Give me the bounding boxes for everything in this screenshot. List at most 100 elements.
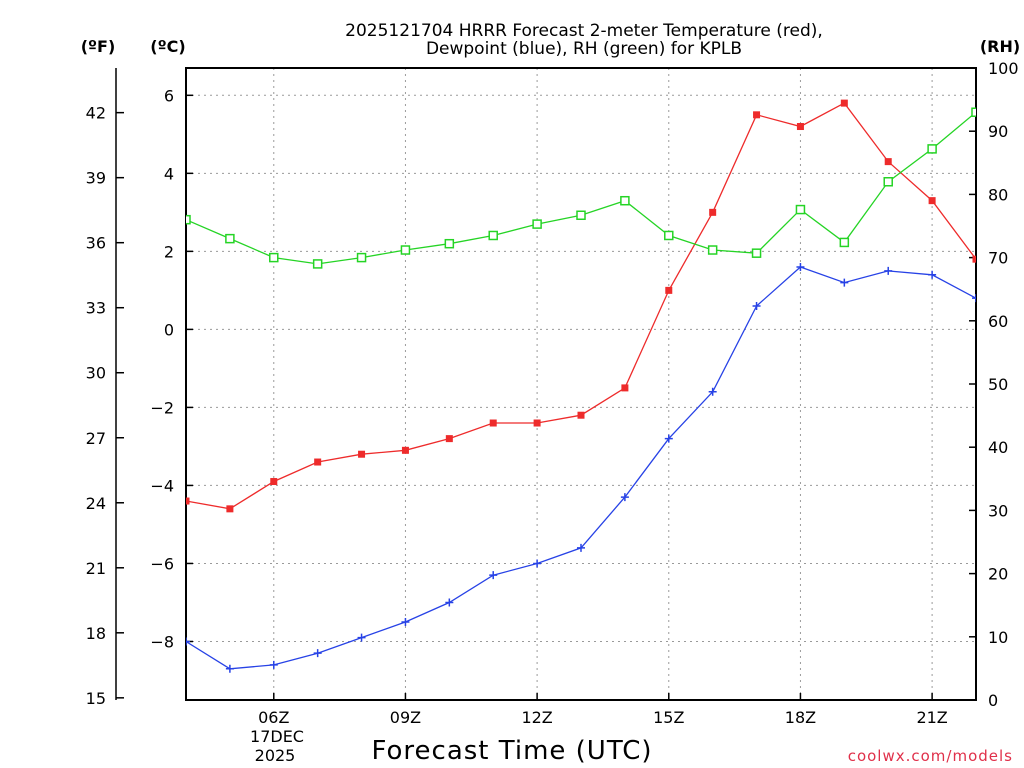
dewpoint-point <box>928 270 937 279</box>
temperature-point <box>621 384 629 392</box>
fahrenheit-tick-label: 36 <box>86 234 106 253</box>
rh-point <box>312 259 323 269</box>
rh-point <box>664 230 674 241</box>
temperature-point <box>489 419 497 427</box>
rh-tick-label: 60 <box>988 312 1008 331</box>
dewpoint-point <box>357 633 366 642</box>
chart-title-line-2: Dewpoint (blue), RH (green) for KPLB <box>426 39 742 59</box>
fahrenheit-tick-label: 18 <box>86 624 106 643</box>
time-axis-ticks: 06Z 09Z 12Z 15Z 18Z 21Z <box>258 693 948 727</box>
dewpoint-point <box>620 493 629 502</box>
chart-title-line-1: 2025121704 HRRR Forecast 2-meter Tempera… <box>345 21 823 41</box>
rh-tick-label: 90 <box>988 122 1008 141</box>
time-tick-label: 18Z <box>785 708 816 727</box>
celsius-tick-label: 4 <box>164 164 174 183</box>
celsius-tick-label: −6 <box>150 554 174 573</box>
time-tick-label: 21Z <box>916 708 947 727</box>
celsius-tick-label: −2 <box>150 398 174 417</box>
time-tick-label: 15Z <box>653 708 684 727</box>
temperature-point <box>186 497 190 505</box>
rh-point <box>839 237 850 248</box>
temperature-point <box>577 411 585 419</box>
rh-line <box>186 111 976 265</box>
fahrenheit-tick-label: 24 <box>86 494 106 513</box>
rh-tick-label: 70 <box>988 249 1008 268</box>
axes <box>115 67 977 701</box>
rh-tick-label: 80 <box>988 185 1008 204</box>
rh-point <box>883 177 893 187</box>
dewpoint-point <box>577 543 585 552</box>
credit-link[interactable]: coolwx.com/models <box>848 747 1013 765</box>
x-axis-title: Forecast Time (UTC) <box>371 736 652 766</box>
temperature-series <box>186 99 976 513</box>
temperature-point <box>884 158 892 166</box>
rh-point <box>225 233 235 244</box>
dewpoint-point <box>225 664 234 673</box>
temperature-point <box>533 419 541 427</box>
rh-point <box>186 214 191 225</box>
fahrenheit-unit-label: (ºF) <box>81 37 116 56</box>
fahrenheit-tick-label: 27 <box>86 429 106 448</box>
temperature-point <box>709 208 717 216</box>
rh-point <box>444 238 455 249</box>
rh-point <box>927 144 937 154</box>
dewpoint-point <box>752 301 761 310</box>
celsius-axis-ticks: 6 4 2 0 −2 −4 −6 −8 <box>150 86 193 651</box>
fahrenheit-tick-label: 21 <box>86 559 106 578</box>
dewpoint-point <box>269 660 278 669</box>
time-tick-label: 09Z <box>390 708 421 727</box>
rh-point <box>620 195 630 206</box>
dewpoint-point <box>313 649 322 658</box>
rh-point <box>576 210 586 221</box>
dewpoint-point <box>972 294 976 303</box>
date-label-year: 2025 <box>255 746 296 765</box>
celsius-tick-label: 6 <box>164 86 174 105</box>
date-label-day: 17DEC <box>250 727 304 746</box>
rh-series <box>186 107 976 269</box>
temperature-point <box>401 446 409 454</box>
rh-tick-label: 100 <box>988 59 1019 78</box>
rh-point <box>532 219 542 229</box>
rh-tick-label: 30 <box>988 501 1008 520</box>
dewpoint-point <box>840 278 849 287</box>
dewpoint-point <box>445 598 454 607</box>
temperature-line <box>186 102 976 510</box>
rh-point <box>751 248 762 258</box>
celsius-tick-label: 2 <box>164 242 174 261</box>
temperature-point <box>358 450 366 458</box>
fahrenheit-tick-label: 30 <box>86 364 106 383</box>
dewpoint-series <box>186 262 976 673</box>
temperature-point <box>796 123 804 131</box>
celsius-tick-label: 0 <box>164 320 174 339</box>
rh-tick-label: 10 <box>988 628 1008 647</box>
temperature-point <box>972 255 976 263</box>
temperature-point <box>270 478 278 486</box>
celsius-tick-label: −8 <box>150 632 174 651</box>
temperature-point <box>226 505 234 513</box>
time-tick-label: 06Z <box>258 708 289 727</box>
dewpoint-point <box>533 559 542 568</box>
rh-point <box>356 252 367 263</box>
time-tick-label: 12Z <box>521 708 552 727</box>
plot-frame <box>185 67 977 701</box>
gridlines <box>186 68 976 700</box>
data-series <box>186 99 976 673</box>
temperature-point <box>928 197 936 205</box>
rh-point <box>400 245 411 255</box>
celsius-tick-label: −4 <box>150 476 174 495</box>
rh-tick-label: 0 <box>988 691 998 710</box>
fahrenheit-tick-label: 33 <box>86 299 106 318</box>
temperature-point <box>314 458 322 466</box>
rh-point <box>269 252 279 263</box>
rh-point <box>971 107 976 117</box>
rh-point <box>488 230 498 241</box>
rh-tick-label: 50 <box>988 375 1008 394</box>
temperature-point <box>665 286 673 294</box>
dewpoint-point <box>884 266 893 275</box>
rh-tick-label: 20 <box>988 565 1008 584</box>
fahrenheit-tick-label: 42 <box>86 104 106 123</box>
dewpoint-point <box>664 434 673 443</box>
dewpoint-point <box>186 637 190 646</box>
rh-point <box>707 245 718 255</box>
